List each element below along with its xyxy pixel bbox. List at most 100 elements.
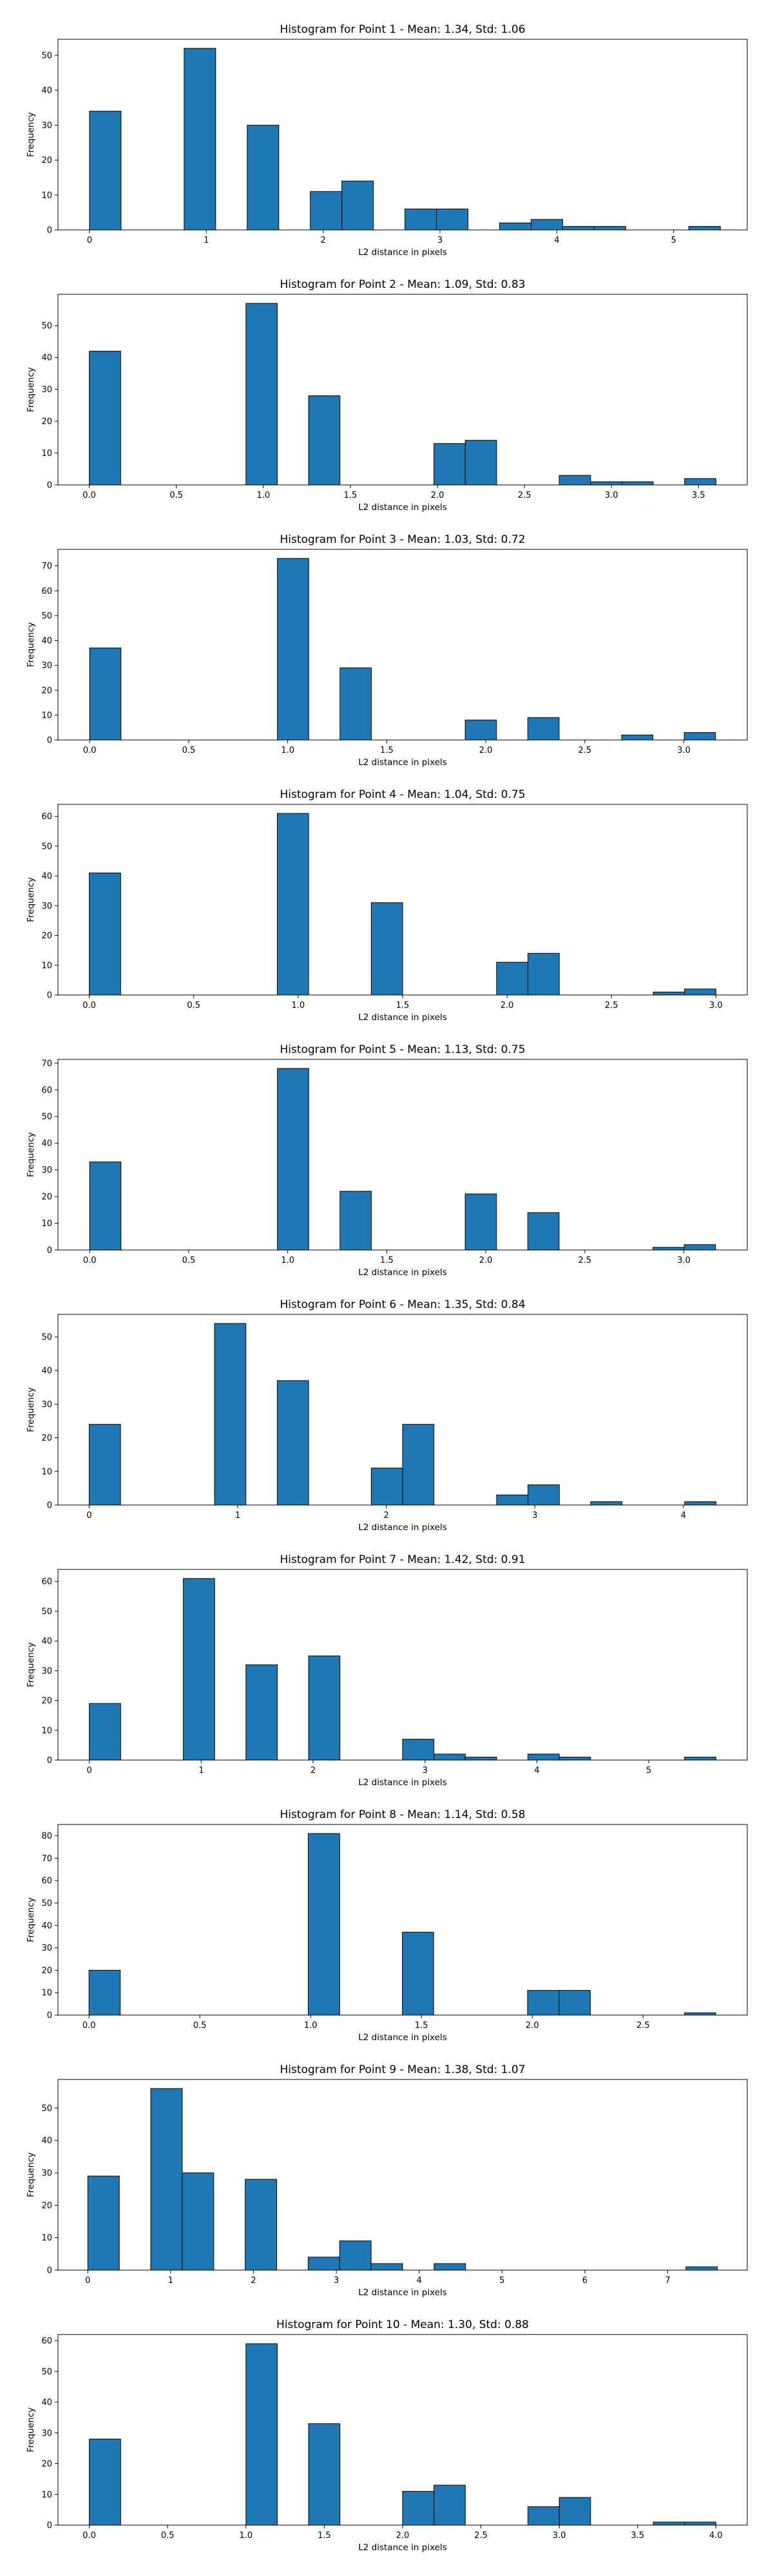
histogram-bar	[276, 1380, 309, 1506]
histogram-bar	[89, 111, 122, 231]
y-tick-label: 60	[41, 587, 52, 596]
y-tick-label: 60	[41, 2336, 52, 2346]
y-tick-label: 20	[41, 1193, 52, 1202]
histogram-bar	[528, 1484, 560, 1506]
y-tick-label: 50	[41, 2367, 52, 2377]
y-tick-label: 60	[41, 812, 52, 822]
histogram-bar	[684, 1501, 717, 1506]
y-tick-label: 30	[41, 661, 52, 671]
histogram-bar	[402, 1424, 435, 1506]
histogram-bar	[89, 1161, 122, 1251]
histogram-bar	[310, 191, 343, 231]
histogram-bar	[685, 2266, 718, 2271]
histogram-bar	[499, 222, 531, 231]
x-tick-label: 0.5	[182, 746, 196, 755]
histogram-bar	[684, 2012, 716, 2016]
y-tick-label: 0	[47, 481, 52, 491]
x-tick-label: 3.5	[631, 2531, 644, 2541]
histogram-bar	[684, 989, 716, 996]
y-tick-label: 10	[41, 1726, 52, 1736]
x-tick-label: 7	[665, 2276, 670, 2286]
y-axis-label: Frequency	[26, 622, 36, 667]
histogram-svg: Histogram for Point 5 - Mean: 1.13, Std:…	[26, 1043, 748, 1278]
histogram-bar	[436, 208, 469, 231]
x-tick-label: 1.0	[281, 746, 294, 755]
histogram-panel-1: Histogram for Point 1 - Mean: 1.34, Std:…	[0, 14, 773, 269]
histogram-bar	[621, 481, 654, 486]
y-tick-label: 50	[41, 51, 52, 61]
bars	[89, 558, 716, 741]
histogram-panel-3: Histogram for Point 3 - Mean: 1.03, Std:…	[0, 524, 773, 779]
y-tick-label: 40	[41, 1921, 52, 1931]
y-tick-label: 10	[41, 1467, 52, 1477]
histogram-bar	[653, 1247, 685, 1251]
x-tick-label: 0.0	[83, 746, 97, 755]
x-tick-label: 0.5	[169, 491, 183, 500]
bars	[89, 1068, 716, 1251]
plot-frame	[57, 39, 748, 231]
histogram-panel-7: Histogram for Point 7 - Mean: 1.42, Std:…	[0, 1544, 773, 1799]
x-tick-label: 0.5	[161, 2531, 175, 2541]
y-tick-label: 40	[41, 1637, 52, 1647]
y-tick-label: 10	[41, 961, 52, 971]
histogram-svg: Histogram for Point 4 - Mean: 1.04, Std:…	[26, 788, 748, 1023]
histogram-bar	[558, 1990, 591, 2016]
x-tick-label: 0.0	[82, 491, 96, 500]
y-tick-label: 10	[41, 191, 52, 200]
histogram-bar	[247, 124, 280, 231]
histogram-bar	[308, 395, 341, 486]
histogram-bar	[684, 1756, 716, 1761]
x-tick-label: 2	[251, 2276, 256, 2286]
y-tick-label: 20	[41, 686, 52, 696]
y-tick-label: 40	[41, 872, 52, 882]
y-tick-label: 20	[41, 2201, 52, 2211]
x-tick-label: 2.5	[578, 1256, 592, 1265]
x-tick-label: 5	[646, 1766, 651, 1776]
y-tick-label: 70	[41, 562, 52, 571]
histogram-bar	[339, 667, 372, 741]
x-tick-label: 2.0	[396, 2531, 410, 2541]
x-tick-label: 2.0	[431, 491, 444, 500]
x-axis-label: L2 distance in pixels	[358, 2543, 446, 2553]
x-axis-label: L2 distance in pixels	[358, 1522, 446, 1533]
histogram-svg: Histogram for Point 2 - Mean: 1.09, Std:…	[26, 278, 748, 513]
y-tick-label: 30	[41, 2429, 52, 2438]
x-tick-label: 1.0	[292, 1001, 305, 1010]
x-tick-label: 3.0	[709, 1001, 723, 1010]
histogram-bar	[214, 1323, 247, 1506]
y-tick-label: 0	[47, 1501, 52, 1511]
histogram-bar	[527, 1990, 560, 2016]
histogram-bar	[558, 475, 591, 486]
y-tick-label: 20	[41, 931, 52, 941]
y-axis-label: Frequency	[26, 1642, 36, 1687]
histogram-bar	[182, 2172, 215, 2271]
y-tick-label: 50	[41, 321, 52, 331]
y-axis-label: Frequency	[26, 367, 36, 412]
histogram-bar	[527, 717, 560, 741]
plot-frame	[57, 1059, 748, 1251]
chart-title: Histogram for Point 10 - Mean: 1.30, Std…	[276, 2318, 529, 2331]
y-tick-label: 50	[41, 842, 52, 851]
y-tick-label: 60	[41, 1877, 52, 1886]
histogram-bar	[590, 1501, 623, 1506]
y-tick-label: 0	[47, 226, 52, 236]
x-axis-label: L2 distance in pixels	[358, 757, 446, 768]
y-axis-label: Frequency	[26, 112, 36, 157]
histogram-bar	[528, 1754, 560, 1761]
y-tick-label: 20	[41, 1966, 52, 1976]
histogram-panel-9: Histogram for Point 9 - Mean: 1.38, Std:…	[0, 2054, 773, 2309]
histogram-bar	[87, 2175, 120, 2271]
histogram-bar	[307, 1833, 340, 2016]
histogram-bar	[150, 2088, 183, 2271]
y-tick-label: 50	[41, 2104, 52, 2114]
plot-frame	[57, 2079, 748, 2271]
x-tick-label: 0	[86, 1766, 91, 1776]
plot-frame	[57, 1314, 748, 1506]
bars	[88, 1323, 717, 1506]
x-axis-label: L2 distance in pixels	[358, 1012, 446, 1023]
x-tick-label: 1.0	[256, 491, 270, 500]
y-tick-label: 0	[47, 1246, 52, 1256]
histogram-bar	[370, 1468, 403, 1506]
x-tick-label: 1.5	[380, 1256, 394, 1265]
histogram-bar	[245, 1664, 278, 1761]
